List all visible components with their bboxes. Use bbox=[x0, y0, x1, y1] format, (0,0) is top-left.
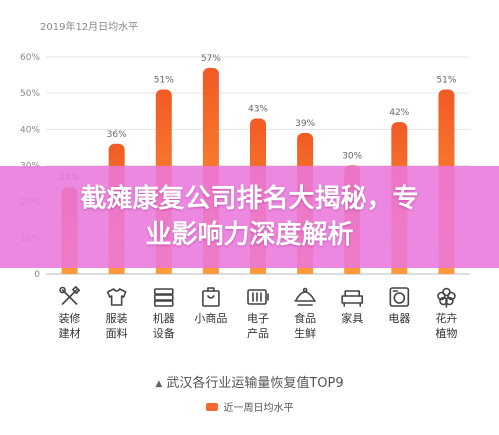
chart-legend: 近一周日均水平 bbox=[0, 399, 499, 414]
y-tick-label: 40% bbox=[20, 125, 40, 135]
bar-base bbox=[391, 268, 408, 274]
y-tick-label: 50% bbox=[20, 89, 40, 99]
category-label: 电器 bbox=[388, 312, 410, 325]
category-label: 机器设备 bbox=[153, 311, 175, 340]
footer-title: ▲ 武汉各行业运输量恢复值TOP9 bbox=[0, 372, 499, 391]
category-label: 服装面料 bbox=[106, 312, 128, 340]
bag-icon bbox=[202, 287, 220, 307]
machine-icon bbox=[153, 288, 174, 307]
bar-value-label: 43% bbox=[248, 104, 268, 114]
triangle-icon: ▲ bbox=[155, 379, 163, 389]
bar-base bbox=[344, 268, 361, 274]
category-label: 食品生鲜 bbox=[294, 311, 316, 340]
bar-base bbox=[438, 268, 455, 274]
category-label: 家具 bbox=[341, 311, 363, 325]
bar-base bbox=[250, 268, 266, 274]
legend-swatch bbox=[205, 402, 218, 411]
footer-title-text: 武汉各行业运输量恢复值TOP9 bbox=[166, 376, 344, 391]
headline-line-1: 截瘫康复公司排名大揭秘，专 bbox=[80, 184, 419, 214]
bar-value-label: 51% bbox=[154, 76, 174, 86]
sofa-icon bbox=[341, 290, 364, 307]
chart-title: 2019年12月日均水平 bbox=[40, 20, 138, 33]
category-label: 小商品 bbox=[194, 311, 227, 325]
category-label: 电子产品 bbox=[247, 312, 269, 340]
headline-line-2: 业影响力深度解析 bbox=[145, 220, 354, 250]
bar-base bbox=[155, 268, 172, 274]
bar-base bbox=[202, 268, 219, 274]
category-label: 装修建材 bbox=[59, 311, 81, 340]
bar-base bbox=[108, 268, 125, 274]
bar-value-label: 57% bbox=[201, 54, 221, 64]
legend-label: 近一周日均水平 bbox=[223, 403, 294, 414]
food-cloche-icon bbox=[294, 287, 316, 306]
headline-banner: 截瘫康复公司排名大揭秘，专 业影响力深度解析 bbox=[0, 166, 499, 268]
washing-machine-icon bbox=[389, 287, 410, 307]
flower-icon bbox=[437, 287, 456, 308]
y-tick-label: 0 bbox=[34, 270, 40, 280]
bar-value-label: 42% bbox=[389, 108, 409, 118]
bar-value-label: 36% bbox=[107, 130, 127, 140]
bar-base bbox=[61, 268, 78, 274]
category-label: 花卉植物 bbox=[435, 312, 457, 340]
bar-value-label: 51% bbox=[436, 76, 456, 86]
bar-value-label: 30% bbox=[342, 152, 362, 162]
shirt-icon bbox=[106, 288, 127, 306]
battery-icon bbox=[247, 289, 269, 305]
bar-base bbox=[297, 268, 314, 274]
y-tick-label: 60% bbox=[20, 53, 40, 63]
bar-value-label: 39% bbox=[295, 119, 315, 129]
tools-icon bbox=[59, 286, 81, 305]
